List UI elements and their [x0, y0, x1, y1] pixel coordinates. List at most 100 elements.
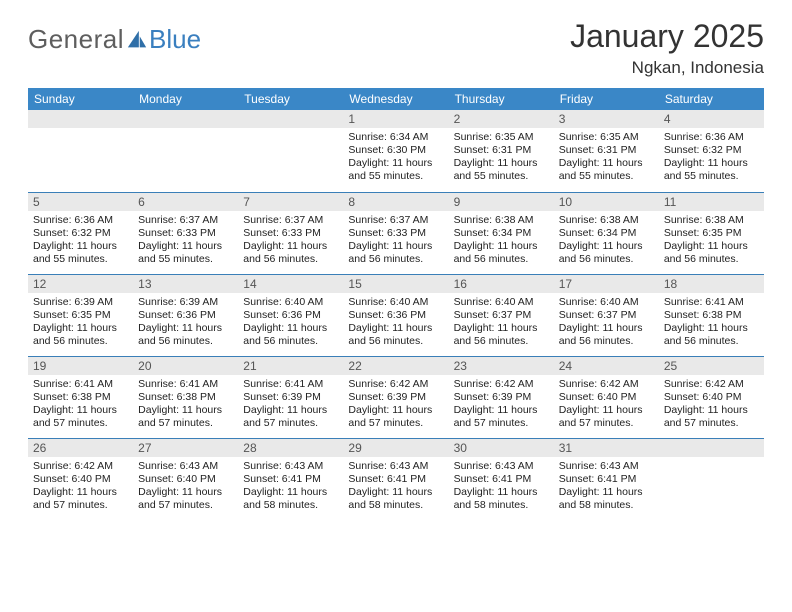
calendar-week-row: 1Sunrise: 6:34 AMSunset: 6:30 PMDaylight… [28, 110, 764, 192]
day-data: Sunrise: 6:41 AMSunset: 6:38 PMDaylight:… [659, 293, 764, 353]
day-number: 16 [449, 275, 554, 293]
daylight-text: Daylight: 11 hours and 57 minutes. [664, 404, 759, 430]
day-number [28, 110, 133, 128]
logo-text-left: General [28, 24, 124, 55]
sunset-text: Sunset: 6:32 PM [664, 144, 759, 157]
day-data: Sunrise: 6:35 AMSunset: 6:31 PMDaylight:… [449, 128, 554, 188]
sunrise-text: Sunrise: 6:42 AM [454, 378, 549, 391]
calendar-cell: 4Sunrise: 6:36 AMSunset: 6:32 PMDaylight… [659, 110, 764, 192]
day-data: Sunrise: 6:43 AMSunset: 6:41 PMDaylight:… [343, 457, 448, 517]
daylight-text: Daylight: 11 hours and 56 minutes. [348, 322, 443, 348]
sunrise-text: Sunrise: 6:43 AM [348, 460, 443, 473]
sunrise-text: Sunrise: 6:39 AM [33, 296, 128, 309]
sunrise-text: Sunrise: 6:41 AM [243, 378, 338, 391]
day-data: Sunrise: 6:37 AMSunset: 6:33 PMDaylight:… [133, 211, 238, 271]
day-header: Friday [554, 88, 659, 110]
header: General Blue January 2025 Ngkan, Indones… [28, 18, 764, 78]
sunset-text: Sunset: 6:36 PM [348, 309, 443, 322]
sunrise-text: Sunrise: 6:40 AM [243, 296, 338, 309]
calendar-cell: 27Sunrise: 6:43 AMSunset: 6:40 PMDayligh… [133, 438, 238, 520]
calendar-cell: 19Sunrise: 6:41 AMSunset: 6:38 PMDayligh… [28, 356, 133, 438]
calendar-cell [28, 110, 133, 192]
day-data: Sunrise: 6:40 AMSunset: 6:36 PMDaylight:… [343, 293, 448, 353]
sunrise-text: Sunrise: 6:42 AM [664, 378, 759, 391]
calendar-cell: 13Sunrise: 6:39 AMSunset: 6:36 PMDayligh… [133, 274, 238, 356]
day-data: Sunrise: 6:43 AMSunset: 6:41 PMDaylight:… [554, 457, 659, 517]
calendar-cell: 31Sunrise: 6:43 AMSunset: 6:41 PMDayligh… [554, 438, 659, 520]
day-number: 3 [554, 110, 659, 128]
sunset-text: Sunset: 6:40 PM [664, 391, 759, 404]
calendar-cell: 28Sunrise: 6:43 AMSunset: 6:41 PMDayligh… [238, 438, 343, 520]
sunrise-text: Sunrise: 6:38 AM [454, 214, 549, 227]
sunset-text: Sunset: 6:37 PM [454, 309, 549, 322]
daylight-text: Daylight: 11 hours and 55 minutes. [348, 157, 443, 183]
sunrise-text: Sunrise: 6:41 AM [138, 378, 233, 391]
day-data: Sunrise: 6:41 AMSunset: 6:39 PMDaylight:… [238, 375, 343, 435]
day-data: Sunrise: 6:34 AMSunset: 6:30 PMDaylight:… [343, 128, 448, 188]
sunrise-text: Sunrise: 6:43 AM [454, 460, 549, 473]
day-data: Sunrise: 6:43 AMSunset: 6:40 PMDaylight:… [133, 457, 238, 517]
calendar-cell: 16Sunrise: 6:40 AMSunset: 6:37 PMDayligh… [449, 274, 554, 356]
daylight-text: Daylight: 11 hours and 56 minutes. [243, 322, 338, 348]
daylight-text: Daylight: 11 hours and 55 minutes. [454, 157, 549, 183]
sunset-text: Sunset: 6:39 PM [243, 391, 338, 404]
sunset-text: Sunset: 6:31 PM [454, 144, 549, 157]
day-number: 7 [238, 193, 343, 211]
day-number [238, 110, 343, 128]
day-data: Sunrise: 6:42 AMSunset: 6:40 PMDaylight:… [28, 457, 133, 517]
daylight-text: Daylight: 11 hours and 57 minutes. [454, 404, 549, 430]
day-header: Wednesday [343, 88, 448, 110]
calendar-cell: 11Sunrise: 6:38 AMSunset: 6:35 PMDayligh… [659, 192, 764, 274]
day-data: Sunrise: 6:41 AMSunset: 6:38 PMDaylight:… [28, 375, 133, 435]
day-number: 23 [449, 357, 554, 375]
calendar-cell: 3Sunrise: 6:35 AMSunset: 6:31 PMDaylight… [554, 110, 659, 192]
sunset-text: Sunset: 6:41 PM [243, 473, 338, 486]
day-number: 4 [659, 110, 764, 128]
sunset-text: Sunset: 6:40 PM [138, 473, 233, 486]
calendar-cell: 17Sunrise: 6:40 AMSunset: 6:37 PMDayligh… [554, 274, 659, 356]
calendar-cell [238, 110, 343, 192]
day-data: Sunrise: 6:39 AMSunset: 6:36 PMDaylight:… [133, 293, 238, 353]
day-number: 11 [659, 193, 764, 211]
day-number: 14 [238, 275, 343, 293]
sunset-text: Sunset: 6:41 PM [454, 473, 549, 486]
day-data: Sunrise: 6:38 AMSunset: 6:35 PMDaylight:… [659, 211, 764, 271]
calendar-cell: 26Sunrise: 6:42 AMSunset: 6:40 PMDayligh… [28, 438, 133, 520]
sunrise-text: Sunrise: 6:38 AM [559, 214, 654, 227]
day-number: 29 [343, 439, 448, 457]
day-header: Tuesday [238, 88, 343, 110]
calendar-cell: 15Sunrise: 6:40 AMSunset: 6:36 PMDayligh… [343, 274, 448, 356]
day-number [133, 110, 238, 128]
sunrise-text: Sunrise: 6:41 AM [33, 378, 128, 391]
daylight-text: Daylight: 11 hours and 57 minutes. [559, 404, 654, 430]
calendar-cell: 6Sunrise: 6:37 AMSunset: 6:33 PMDaylight… [133, 192, 238, 274]
calendar-cell: 8Sunrise: 6:37 AMSunset: 6:33 PMDaylight… [343, 192, 448, 274]
daylight-text: Daylight: 11 hours and 58 minutes. [559, 486, 654, 512]
calendar-cell: 24Sunrise: 6:42 AMSunset: 6:40 PMDayligh… [554, 356, 659, 438]
sunrise-text: Sunrise: 6:42 AM [348, 378, 443, 391]
daylight-text: Daylight: 11 hours and 58 minutes. [243, 486, 338, 512]
sunrise-text: Sunrise: 6:34 AM [348, 131, 443, 144]
calendar-cell: 23Sunrise: 6:42 AMSunset: 6:39 PMDayligh… [449, 356, 554, 438]
daylight-text: Daylight: 11 hours and 56 minutes. [559, 322, 654, 348]
day-data: Sunrise: 6:37 AMSunset: 6:33 PMDaylight:… [238, 211, 343, 271]
daylight-text: Daylight: 11 hours and 56 minutes. [348, 240, 443, 266]
logo: General Blue [28, 18, 201, 55]
daylight-text: Daylight: 11 hours and 56 minutes. [454, 322, 549, 348]
sunrise-text: Sunrise: 6:35 AM [454, 131, 549, 144]
sunrise-text: Sunrise: 6:37 AM [348, 214, 443, 227]
day-header-row: Sunday Monday Tuesday Wednesday Thursday… [28, 88, 764, 110]
calendar-table: Sunday Monday Tuesday Wednesday Thursday… [28, 88, 764, 520]
sunrise-text: Sunrise: 6:42 AM [559, 378, 654, 391]
calendar-cell: 9Sunrise: 6:38 AMSunset: 6:34 PMDaylight… [449, 192, 554, 274]
sunset-text: Sunset: 6:38 PM [33, 391, 128, 404]
day-data: Sunrise: 6:43 AMSunset: 6:41 PMDaylight:… [238, 457, 343, 517]
sunset-text: Sunset: 6:33 PM [243, 227, 338, 240]
day-number: 31 [554, 439, 659, 457]
calendar-week-row: 19Sunrise: 6:41 AMSunset: 6:38 PMDayligh… [28, 356, 764, 438]
calendar-cell: 7Sunrise: 6:37 AMSunset: 6:33 PMDaylight… [238, 192, 343, 274]
daylight-text: Daylight: 11 hours and 57 minutes. [243, 404, 338, 430]
day-number: 1 [343, 110, 448, 128]
calendar-cell: 12Sunrise: 6:39 AMSunset: 6:35 PMDayligh… [28, 274, 133, 356]
daylight-text: Daylight: 11 hours and 56 minutes. [138, 322, 233, 348]
